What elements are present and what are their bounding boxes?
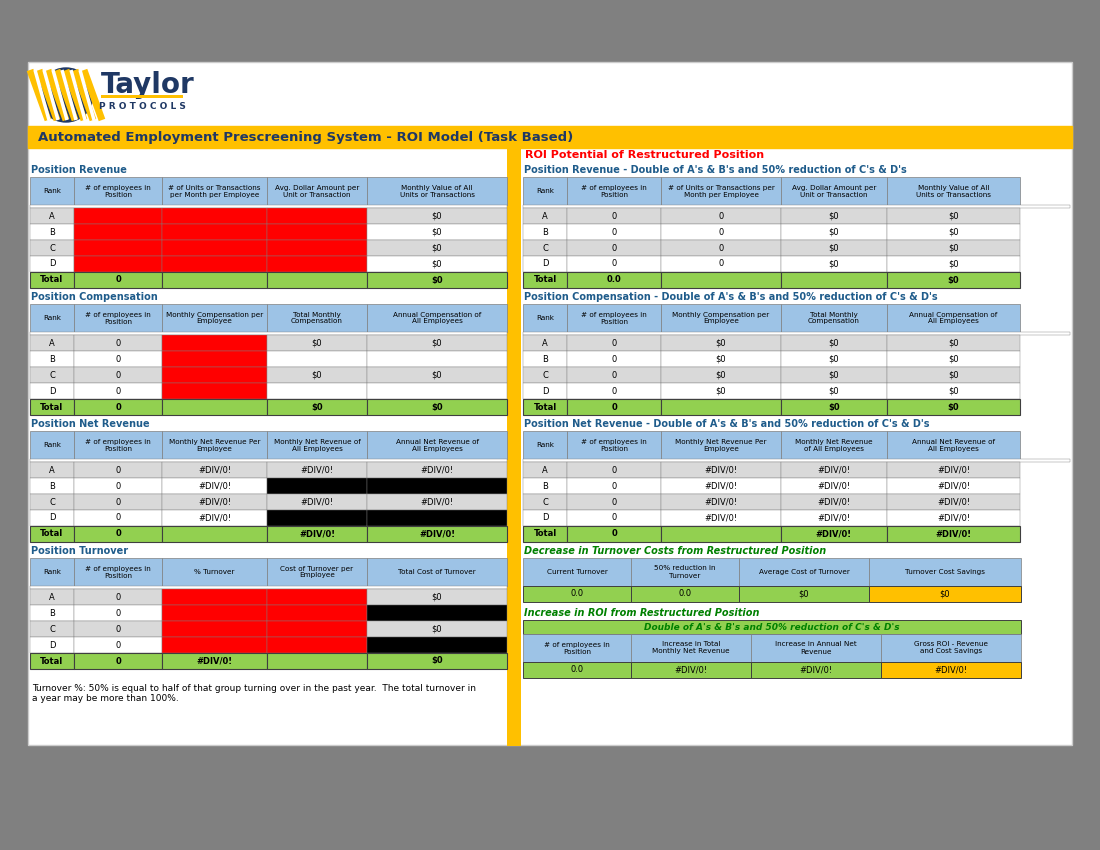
Text: 0: 0 (116, 641, 121, 649)
FancyBboxPatch shape (28, 62, 1072, 745)
FancyBboxPatch shape (566, 272, 661, 288)
FancyBboxPatch shape (781, 462, 887, 478)
FancyBboxPatch shape (887, 399, 1020, 415)
Text: 0.0: 0.0 (606, 275, 621, 285)
Text: $0: $0 (828, 354, 839, 364)
FancyBboxPatch shape (522, 459, 1070, 462)
Text: C: C (50, 625, 55, 633)
Text: $0: $0 (311, 371, 322, 379)
FancyBboxPatch shape (74, 351, 162, 367)
FancyBboxPatch shape (367, 240, 507, 256)
FancyBboxPatch shape (661, 272, 781, 288)
FancyBboxPatch shape (566, 335, 661, 351)
Text: $0: $0 (431, 259, 442, 269)
FancyBboxPatch shape (162, 224, 267, 240)
FancyBboxPatch shape (267, 256, 367, 272)
FancyBboxPatch shape (887, 431, 1020, 459)
FancyBboxPatch shape (367, 351, 507, 367)
FancyBboxPatch shape (267, 510, 367, 526)
Text: #DIV/0!: #DIV/0! (300, 497, 333, 507)
FancyBboxPatch shape (661, 335, 781, 351)
Text: 0: 0 (116, 497, 121, 507)
Text: #DIV/0!: #DIV/0! (816, 530, 853, 539)
FancyBboxPatch shape (28, 126, 1072, 148)
FancyBboxPatch shape (162, 653, 267, 669)
Text: Gross ROI - Revenue
and Cost Savings: Gross ROI - Revenue and Cost Savings (914, 642, 988, 654)
Text: #DIV/0!: #DIV/0! (937, 513, 970, 523)
Text: $0: $0 (828, 243, 839, 252)
FancyBboxPatch shape (522, 367, 566, 383)
Text: # of employees in
Position: # of employees in Position (581, 184, 647, 197)
Text: D: D (48, 513, 55, 523)
Text: $0: $0 (431, 403, 443, 411)
Text: # of employees in
Position: # of employees in Position (581, 311, 647, 325)
FancyBboxPatch shape (566, 478, 661, 494)
FancyBboxPatch shape (367, 653, 507, 669)
FancyBboxPatch shape (162, 399, 267, 415)
Text: $0: $0 (948, 243, 959, 252)
Text: Monthly Net Revenue
of All Employees: Monthly Net Revenue of All Employees (795, 439, 872, 451)
FancyBboxPatch shape (30, 653, 74, 669)
Text: #DIV/0!: #DIV/0! (198, 481, 231, 490)
FancyBboxPatch shape (367, 367, 507, 383)
FancyBboxPatch shape (661, 208, 781, 224)
Text: 0: 0 (718, 259, 724, 269)
FancyBboxPatch shape (162, 208, 267, 224)
FancyBboxPatch shape (267, 367, 367, 383)
Text: Position Net Revenue - Double of A's & B's and 50% reduction of C's & D's: Position Net Revenue - Double of A's & B… (524, 419, 930, 429)
FancyBboxPatch shape (781, 272, 887, 288)
FancyBboxPatch shape (74, 431, 162, 459)
FancyBboxPatch shape (162, 351, 267, 367)
FancyBboxPatch shape (162, 335, 267, 351)
FancyBboxPatch shape (30, 335, 74, 351)
Text: $0: $0 (431, 243, 442, 252)
FancyBboxPatch shape (162, 478, 267, 494)
FancyBboxPatch shape (869, 586, 1021, 602)
Text: $0: $0 (431, 592, 442, 602)
Text: # of employees in
Position: # of employees in Position (581, 439, 647, 451)
Text: $0: $0 (716, 338, 726, 348)
FancyBboxPatch shape (267, 335, 367, 351)
FancyBboxPatch shape (267, 304, 367, 332)
FancyBboxPatch shape (30, 589, 74, 605)
FancyBboxPatch shape (267, 621, 367, 637)
Text: $0: $0 (828, 371, 839, 379)
Text: B: B (50, 609, 55, 617)
Text: A: A (542, 466, 548, 474)
FancyBboxPatch shape (30, 367, 74, 383)
FancyBboxPatch shape (631, 558, 739, 586)
FancyBboxPatch shape (30, 177, 74, 205)
FancyBboxPatch shape (367, 304, 507, 332)
Text: $0: $0 (828, 387, 839, 395)
Text: $0: $0 (948, 387, 959, 395)
FancyBboxPatch shape (661, 224, 781, 240)
FancyBboxPatch shape (781, 526, 887, 542)
Text: 0: 0 (612, 228, 617, 236)
FancyBboxPatch shape (887, 526, 1020, 542)
Text: 0: 0 (116, 656, 121, 666)
Text: Total: Total (41, 403, 64, 411)
FancyBboxPatch shape (781, 177, 887, 205)
FancyBboxPatch shape (566, 351, 661, 367)
Text: #DIV/0!: #DIV/0! (674, 666, 707, 675)
FancyBboxPatch shape (267, 383, 367, 399)
FancyBboxPatch shape (162, 526, 267, 542)
FancyBboxPatch shape (162, 431, 267, 459)
Text: A: A (50, 466, 55, 474)
FancyBboxPatch shape (267, 653, 367, 669)
Text: #DIV/0!: #DIV/0! (800, 666, 833, 675)
Text: #DIV/0!: #DIV/0! (704, 497, 738, 507)
Text: Total: Total (534, 275, 557, 285)
FancyBboxPatch shape (74, 605, 162, 621)
Text: #DIV/0!: #DIV/0! (420, 466, 453, 474)
FancyBboxPatch shape (781, 224, 887, 240)
Text: 0: 0 (116, 530, 121, 539)
FancyBboxPatch shape (162, 510, 267, 526)
Text: $0: $0 (431, 228, 442, 236)
FancyBboxPatch shape (566, 462, 661, 478)
FancyBboxPatch shape (522, 224, 566, 240)
Text: $0: $0 (948, 275, 959, 285)
Text: Annual Compensation of
All Employees: Annual Compensation of All Employees (393, 311, 481, 325)
Text: 0: 0 (612, 403, 617, 411)
